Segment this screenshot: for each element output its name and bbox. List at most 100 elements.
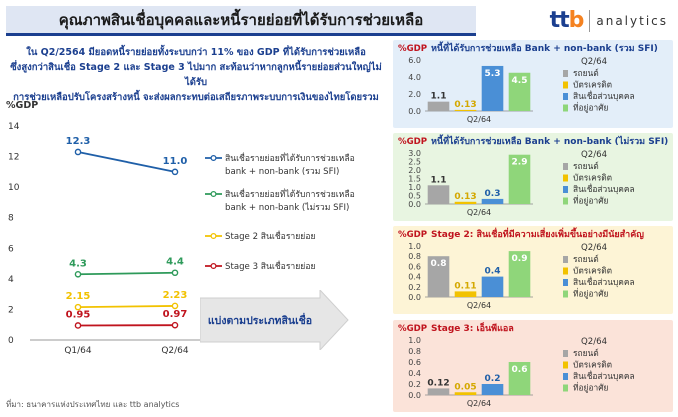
panel-total-incl-sfi: %GDP หนี้ที่ได้รับการช่วยเหลือ Bank + non…	[393, 40, 673, 128]
y-tick-label: 14	[8, 122, 20, 132]
legend-label: ที่อยู่อาศัย	[573, 288, 609, 300]
data-point	[171, 269, 179, 277]
y-axis-title: %GDP	[6, 100, 38, 111]
data-label: 0.8	[431, 259, 447, 269]
legend-label: รถยนต์	[573, 161, 599, 171]
panel-title: หนี้ที่ได้รับการช่วยเหลือ Bank + non-ban…	[431, 41, 658, 54]
legend-swatch	[563, 256, 568, 263]
arrow-label: แบ่งตามประเภทสินเชื่อ	[208, 312, 312, 327]
legend-swatch-marker	[210, 232, 217, 240]
legend-swatch	[563, 70, 568, 77]
legend-label: ที่อยู่อาศัย	[573, 382, 609, 394]
legend-label: รถยนต์	[573, 68, 599, 78]
data-point	[74, 303, 82, 311]
y-axis-title: %GDP	[398, 44, 427, 54]
series-line	[77, 271, 176, 276]
data-point	[74, 270, 82, 278]
legend-label: บัตรเครดิต	[573, 360, 612, 370]
data-point	[74, 148, 82, 156]
y-tick-label: 0.2	[408, 283, 421, 292]
data-label: 2.9	[512, 158, 528, 168]
bar	[481, 384, 504, 395]
x-tick-label: Q2/64	[467, 115, 491, 124]
y-tick-label: 0.6	[408, 358, 421, 367]
x-tick-label: Q2/64	[467, 208, 491, 217]
legend-swatch	[563, 279, 568, 286]
data-label: 4.5	[512, 76, 528, 86]
data-label: 2.15	[66, 291, 91, 302]
y-tick-label: 2.0	[408, 90, 421, 99]
bar-chart: %GDP หนี้ที่ได้รับการช่วยเหลือ Bank + non…	[398, 134, 668, 217]
x-tick-label: Q2/64	[161, 346, 189, 356]
legend-label: Stage 2 สินเชื่อรายย่อย	[225, 230, 316, 242]
legend-label: bank + non-bank (ไม่รวม SFI)	[225, 202, 349, 213]
data-label: 0.97	[163, 309, 188, 320]
data-point	[171, 321, 179, 329]
legend-label: สินเชื่อส่วนบุคคล	[573, 90, 635, 102]
series-line	[77, 305, 176, 309]
data-label: 0.3	[485, 189, 501, 199]
y-tick-label: 6.0	[408, 56, 421, 65]
y-tick-label: 4.0	[408, 73, 421, 82]
legend-label: ที่อยู่อาศัย	[573, 102, 609, 114]
panel-title: Stage 2: สินเชื่อที่มีความเสี่ยงเพิ่มขึ้…	[431, 227, 644, 240]
data-label: 12.3	[66, 136, 91, 147]
summary-line: การช่วยเหลือปรับโครงสร้างหนี้ จะส่งผลกระ…	[13, 92, 379, 103]
bar	[454, 392, 477, 395]
legend-label: ที่อยู่อาศัย	[573, 195, 609, 207]
data-label: 0.13	[454, 100, 476, 110]
legend-swatch	[563, 267, 568, 275]
y-tick-label: 4	[8, 275, 14, 285]
data-label: 11.0	[163, 156, 188, 167]
brand: ttb analytics	[550, 8, 668, 33]
y-tick-label: 10	[8, 183, 20, 193]
legend-label: บัตรเครดิต	[573, 80, 612, 90]
panel-stage2: %GDP Stage 2: สินเชื่อที่มีความเสี่ยงเพิ่…	[393, 226, 673, 314]
legend-swatch-marker	[210, 154, 217, 162]
y-tick-label: 0.4	[408, 273, 421, 282]
data-label: 0.05	[454, 382, 476, 392]
summary-text: ใน Q2/2564 มียอดหนี้รายย่อยทั้งระบบกว่า …	[6, 45, 386, 105]
data-point	[74, 322, 82, 329]
bar	[508, 154, 531, 204]
source-note: ที่มา: ธนาคารแห่งประเทศไทย และ ttb analy…	[6, 400, 180, 409]
y-tick-label: 0.8	[408, 252, 421, 261]
data-label: 4.3	[69, 258, 87, 269]
y-tick-label: 3.0	[408, 149, 421, 158]
legend-swatch	[563, 163, 568, 170]
bar	[481, 65, 504, 111]
data-point	[171, 168, 179, 176]
bar	[427, 101, 450, 111]
data-label: 4.4	[166, 257, 184, 268]
bar	[454, 291, 477, 297]
legend-swatch	[563, 361, 568, 369]
y-tick-label: 0.0	[408, 200, 421, 209]
legend-label: สินเชื่อส่วนบุคคล	[573, 370, 635, 382]
y-axis-title: %GDP	[398, 324, 427, 334]
legend-label: สินเชื่อรายย่อยที่ได้รับการช่วยเหลือ	[225, 152, 355, 164]
bar-chart: %GDP Stage 2: สินเชื่อที่มีความเสี่ยงเพิ่…	[398, 227, 644, 310]
legend-title: Q2/64	[581, 150, 607, 160]
y-tick-label: 6	[8, 244, 14, 254]
x-tick-label: Q2/64	[467, 399, 491, 408]
y-tick-label: 12	[8, 153, 19, 163]
page-title-bar: คุณภาพสินเชื่อบุคคลและหนี้รายย่อยที่ได้ร…	[6, 6, 476, 36]
legend-label: สินเชื่อส่วนบุคคล	[573, 183, 635, 195]
y-tick-label: 0.2	[408, 380, 421, 389]
legend-title: Q2/64	[581, 337, 607, 347]
y-tick-label: 2.5	[408, 158, 421, 167]
legend-swatch-marker	[210, 262, 217, 270]
data-label: 0.12	[427, 378, 449, 388]
legend-label: รถยนต์	[573, 254, 599, 264]
legend-label: บัตรเครดิต	[573, 173, 612, 183]
brand-name: analytics	[596, 13, 668, 28]
y-tick-label: 1.5	[408, 175, 421, 184]
bar-chart: %GDP หนี้ที่ได้รับการช่วยเหลือ Bank + non…	[398, 41, 658, 124]
bar	[454, 201, 477, 204]
y-tick-label: 8	[8, 214, 14, 224]
y-axis-title: %GDP	[398, 230, 427, 240]
panel-total-excl-sfi: %GDP หนี้ที่ได้รับการช่วยเหลือ Bank + non…	[393, 133, 673, 221]
x-tick-label: Q2/64	[467, 301, 491, 310]
legend-swatch	[563, 197, 568, 205]
legend-label: รถยนต์	[573, 348, 599, 358]
